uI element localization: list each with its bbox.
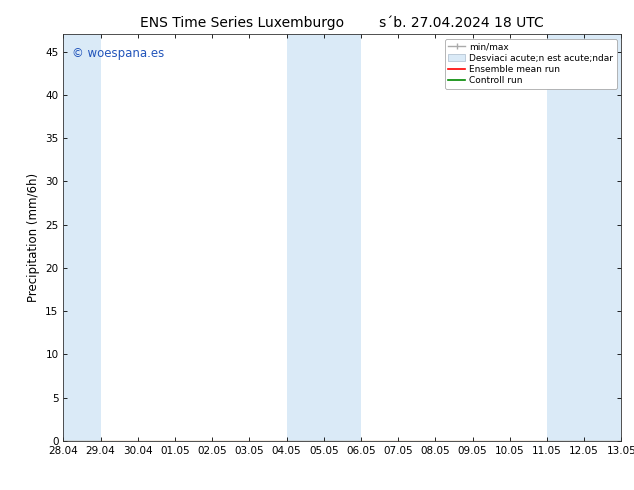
Legend: min/max, Desviaci acute;n est acute;ndar, Ensemble mean run, Controll run: min/max, Desviaci acute;n est acute;ndar…	[445, 39, 617, 89]
Bar	[63, 34, 101, 441]
Text: © woespana.es: © woespana.es	[72, 47, 164, 59]
Bar	[547, 34, 621, 441]
Title: ENS Time Series Luxemburgo        s´b. 27.04.2024 18 UTC: ENS Time Series Luxemburgo s´b. 27.04.20…	[141, 16, 544, 30]
Bar	[287, 34, 361, 441]
Y-axis label: Precipitation (mm/6h): Precipitation (mm/6h)	[27, 173, 40, 302]
